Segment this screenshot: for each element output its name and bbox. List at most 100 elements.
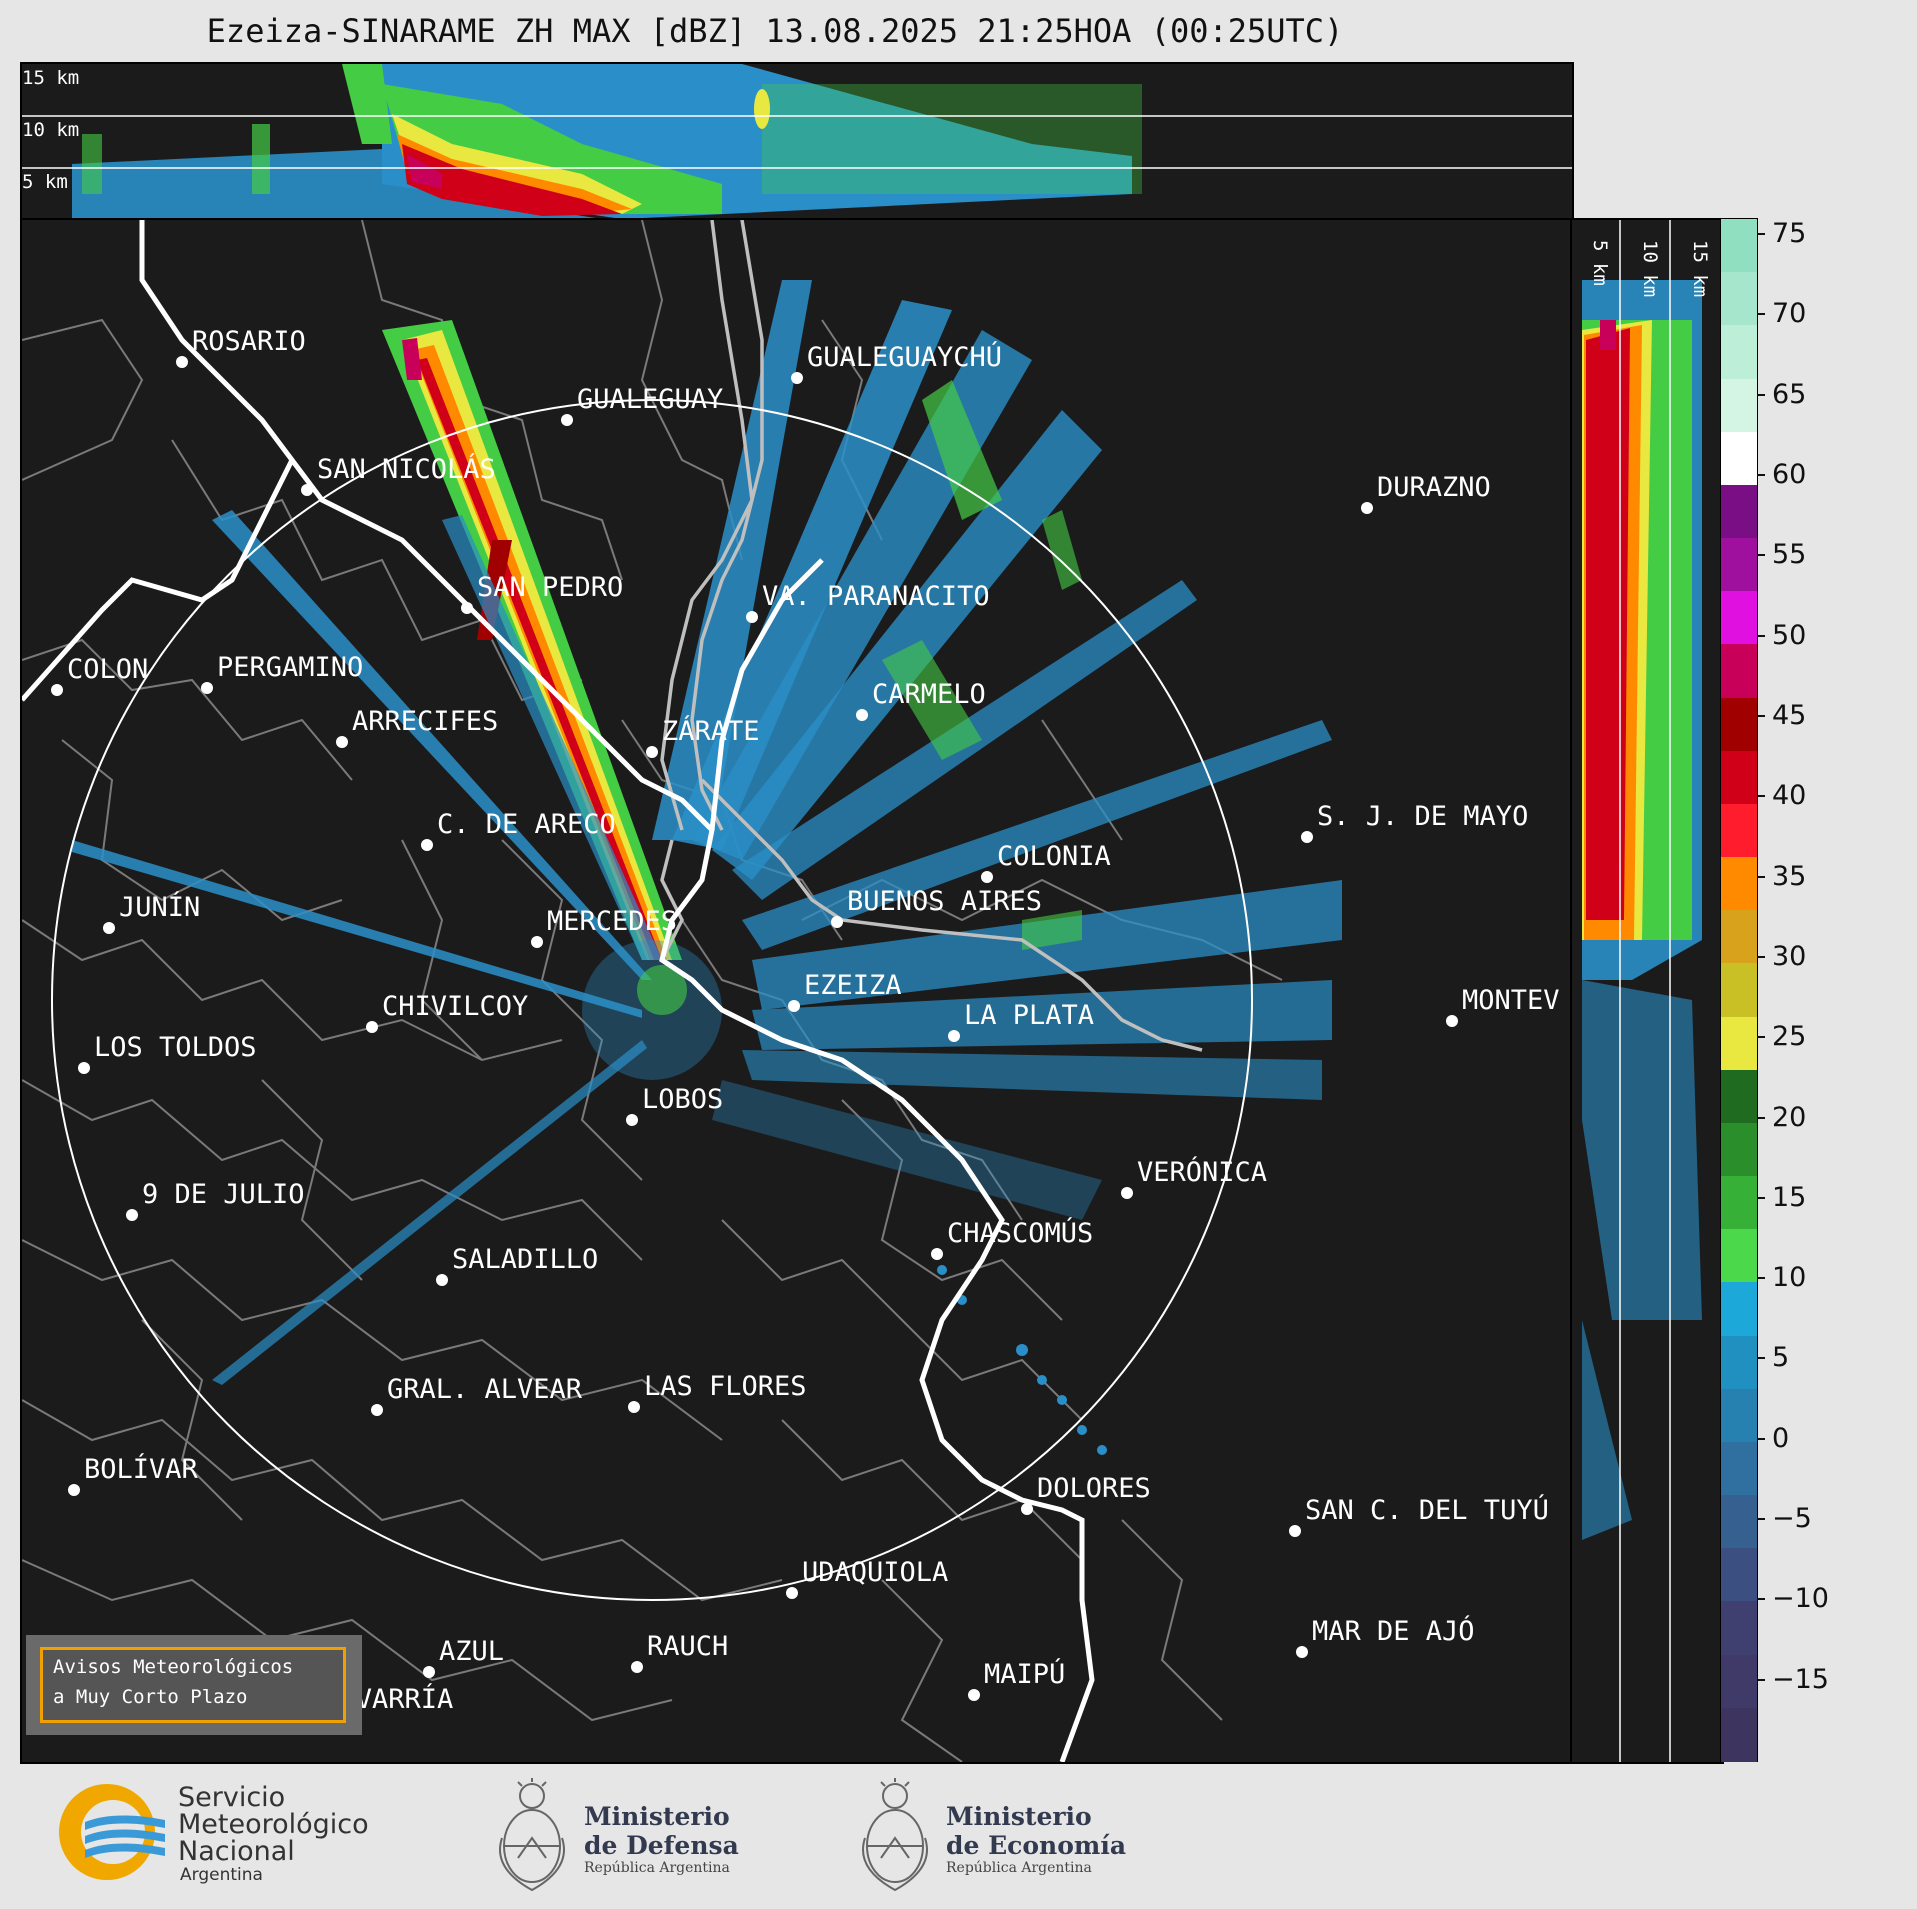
colorbar-segment	[1721, 219, 1757, 274]
colorbar-tick-label: 70	[1772, 298, 1807, 330]
city-marker	[628, 1401, 640, 1413]
city-marker	[1021, 1503, 1033, 1515]
department-boundaries	[22, 220, 1283, 1762]
city-labels: ROSARIO GUALEGUAYCHÚ GUALEGUAY SAN NICOLÁS D…	[51, 326, 1560, 1718]
city-marker	[1289, 1525, 1301, 1537]
notice-line1: Avisos Meteorológicos	[53, 1656, 294, 1678]
city-label: ARRECIFES	[352, 706, 498, 737]
radar-map: ROSARIO GUALEGUAYCHÚ GUALEGUAY SAN NICOLÁS D…	[20, 218, 1574, 1764]
smn-logo-icon	[59, 1784, 165, 1880]
top-height-label-5: 5 km	[22, 171, 68, 193]
colorbar-tick-label: −10	[1772, 1583, 1829, 1615]
colorbar-tick-label: 55	[1772, 539, 1807, 571]
city-label: DURAZNO	[1377, 472, 1491, 503]
city-label: AZUL	[439, 1636, 504, 1667]
colorbar-segment	[1721, 1388, 1757, 1443]
top-height-label-15: 15 km	[22, 67, 79, 89]
city-label: C. DE ARECO	[437, 809, 616, 840]
defensa-crest-icon	[499, 1778, 565, 1892]
colorbar-tick-mark	[1757, 955, 1765, 958]
city-label: BUENOS AIRES	[847, 886, 1042, 917]
side-cross-section: 5 km 10 km 15 km	[1570, 218, 1724, 1764]
city-marker	[366, 1021, 378, 1033]
colorbar-tick-label: 30	[1772, 940, 1807, 972]
colorbar-tick-mark	[1757, 554, 1765, 557]
colorbar-segment	[1721, 1069, 1757, 1124]
chart-title: Ezeiza-SINARAME ZH MAX [dBZ] 13.08.2025 …	[206, 12, 1344, 50]
economia-line2: de Economía	[946, 1831, 1127, 1860]
smn-line3: Nacional	[178, 1836, 295, 1867]
colorbar-tick-label: 5	[1772, 1342, 1790, 1374]
colorbar-segment	[1721, 857, 1757, 912]
city-marker	[461, 602, 473, 614]
colorbar-segment	[1721, 1122, 1757, 1178]
city-marker	[371, 1404, 383, 1416]
colorbar-tick-label: 15	[1772, 1181, 1807, 1213]
defensa-line2: de Defensa	[584, 1831, 739, 1860]
city-marker	[788, 1000, 800, 1012]
city-marker	[968, 1689, 980, 1701]
colorbar-segment	[1721, 750, 1757, 805]
city-label: GUALEGUAY	[577, 384, 723, 415]
smn-line1: Servicio	[178, 1782, 286, 1813]
colorbar-tick-label: 50	[1772, 619, 1807, 651]
colorbar-segment	[1721, 1335, 1757, 1390]
defensa-line3: República Argentina	[584, 1860, 730, 1876]
colorbar-segment	[1721, 1176, 1757, 1231]
colorbar-tick-mark	[1757, 1116, 1765, 1119]
colorbar-segment	[1721, 1548, 1757, 1603]
city-marker	[791, 372, 803, 384]
colorbar-tick-mark	[1757, 795, 1765, 798]
city-marker	[78, 1062, 90, 1074]
city-marker	[746, 611, 758, 623]
city-marker	[948, 1030, 960, 1042]
city-label: SAN C. DEL TUYÚ	[1305, 1494, 1549, 1526]
colorbar-tick-label: 45	[1772, 699, 1807, 731]
colorbar-segment	[1721, 1495, 1757, 1550]
colorbar-segment	[1721, 963, 1757, 1018]
range-ring	[51, 399, 1253, 1601]
city-label: CHIVILCOY	[382, 991, 528, 1022]
notice-line2: a Muy Corto Plazo	[53, 1686, 248, 1708]
colorbar-tick-mark	[1757, 1678, 1765, 1681]
city-marker	[646, 746, 658, 758]
colorbar-segment	[1721, 1441, 1757, 1497]
city-label: VERÓNICA	[1137, 1156, 1267, 1188]
city-marker	[423, 1666, 435, 1678]
city-label: RAUCH	[647, 1631, 728, 1662]
colorbar-segment	[1721, 644, 1757, 699]
colorbar-segment	[1721, 325, 1757, 380]
city-label: EZEIZA	[804, 970, 902, 1001]
side-height-label-15: 15 km	[1689, 240, 1711, 297]
city-marker	[336, 736, 348, 748]
colorbar-tick-mark	[1757, 634, 1765, 637]
city-marker	[421, 839, 433, 851]
economia-line1: Ministerio	[946, 1802, 1092, 1831]
city-label: CHASCOMÚS	[947, 1217, 1093, 1249]
colorbar-segment	[1721, 431, 1757, 486]
city-label: MERCEDES	[547, 906, 677, 937]
colorbar-tick-label: 20	[1772, 1101, 1807, 1133]
city-label: JUNÍN	[119, 891, 200, 923]
economia-crest-icon	[862, 1778, 928, 1892]
city-label: S. J. DE MAYO	[1317, 801, 1528, 832]
city-marker	[631, 1661, 643, 1673]
colorbar-segment	[1721, 803, 1757, 859]
colorbar	[1720, 218, 1758, 1762]
city-label: GRAL. ALVEAR	[387, 1374, 583, 1405]
colorbar-segment	[1721, 1016, 1757, 1071]
colorbar-segment	[1721, 910, 1757, 965]
colorbar-tick-label: 10	[1772, 1262, 1807, 1294]
colorbar-tick-mark	[1757, 1518, 1765, 1521]
city-marker	[786, 1587, 798, 1599]
city-label: COLONIA	[997, 841, 1111, 872]
side-height-label-10: 10 km	[1639, 240, 1661, 297]
city-label: SALADILLO	[452, 1244, 598, 1275]
city-marker	[51, 684, 63, 696]
notice-box: Avisos Meteorológicos a Muy Corto Plazo	[26, 1635, 362, 1735]
colorbar-segment	[1721, 1282, 1757, 1337]
colorbar-segment	[1721, 272, 1757, 327]
colorbar-segment	[1721, 697, 1757, 752]
city-marker	[1446, 1015, 1458, 1027]
city-label: BOLÍVAR	[84, 1453, 199, 1485]
